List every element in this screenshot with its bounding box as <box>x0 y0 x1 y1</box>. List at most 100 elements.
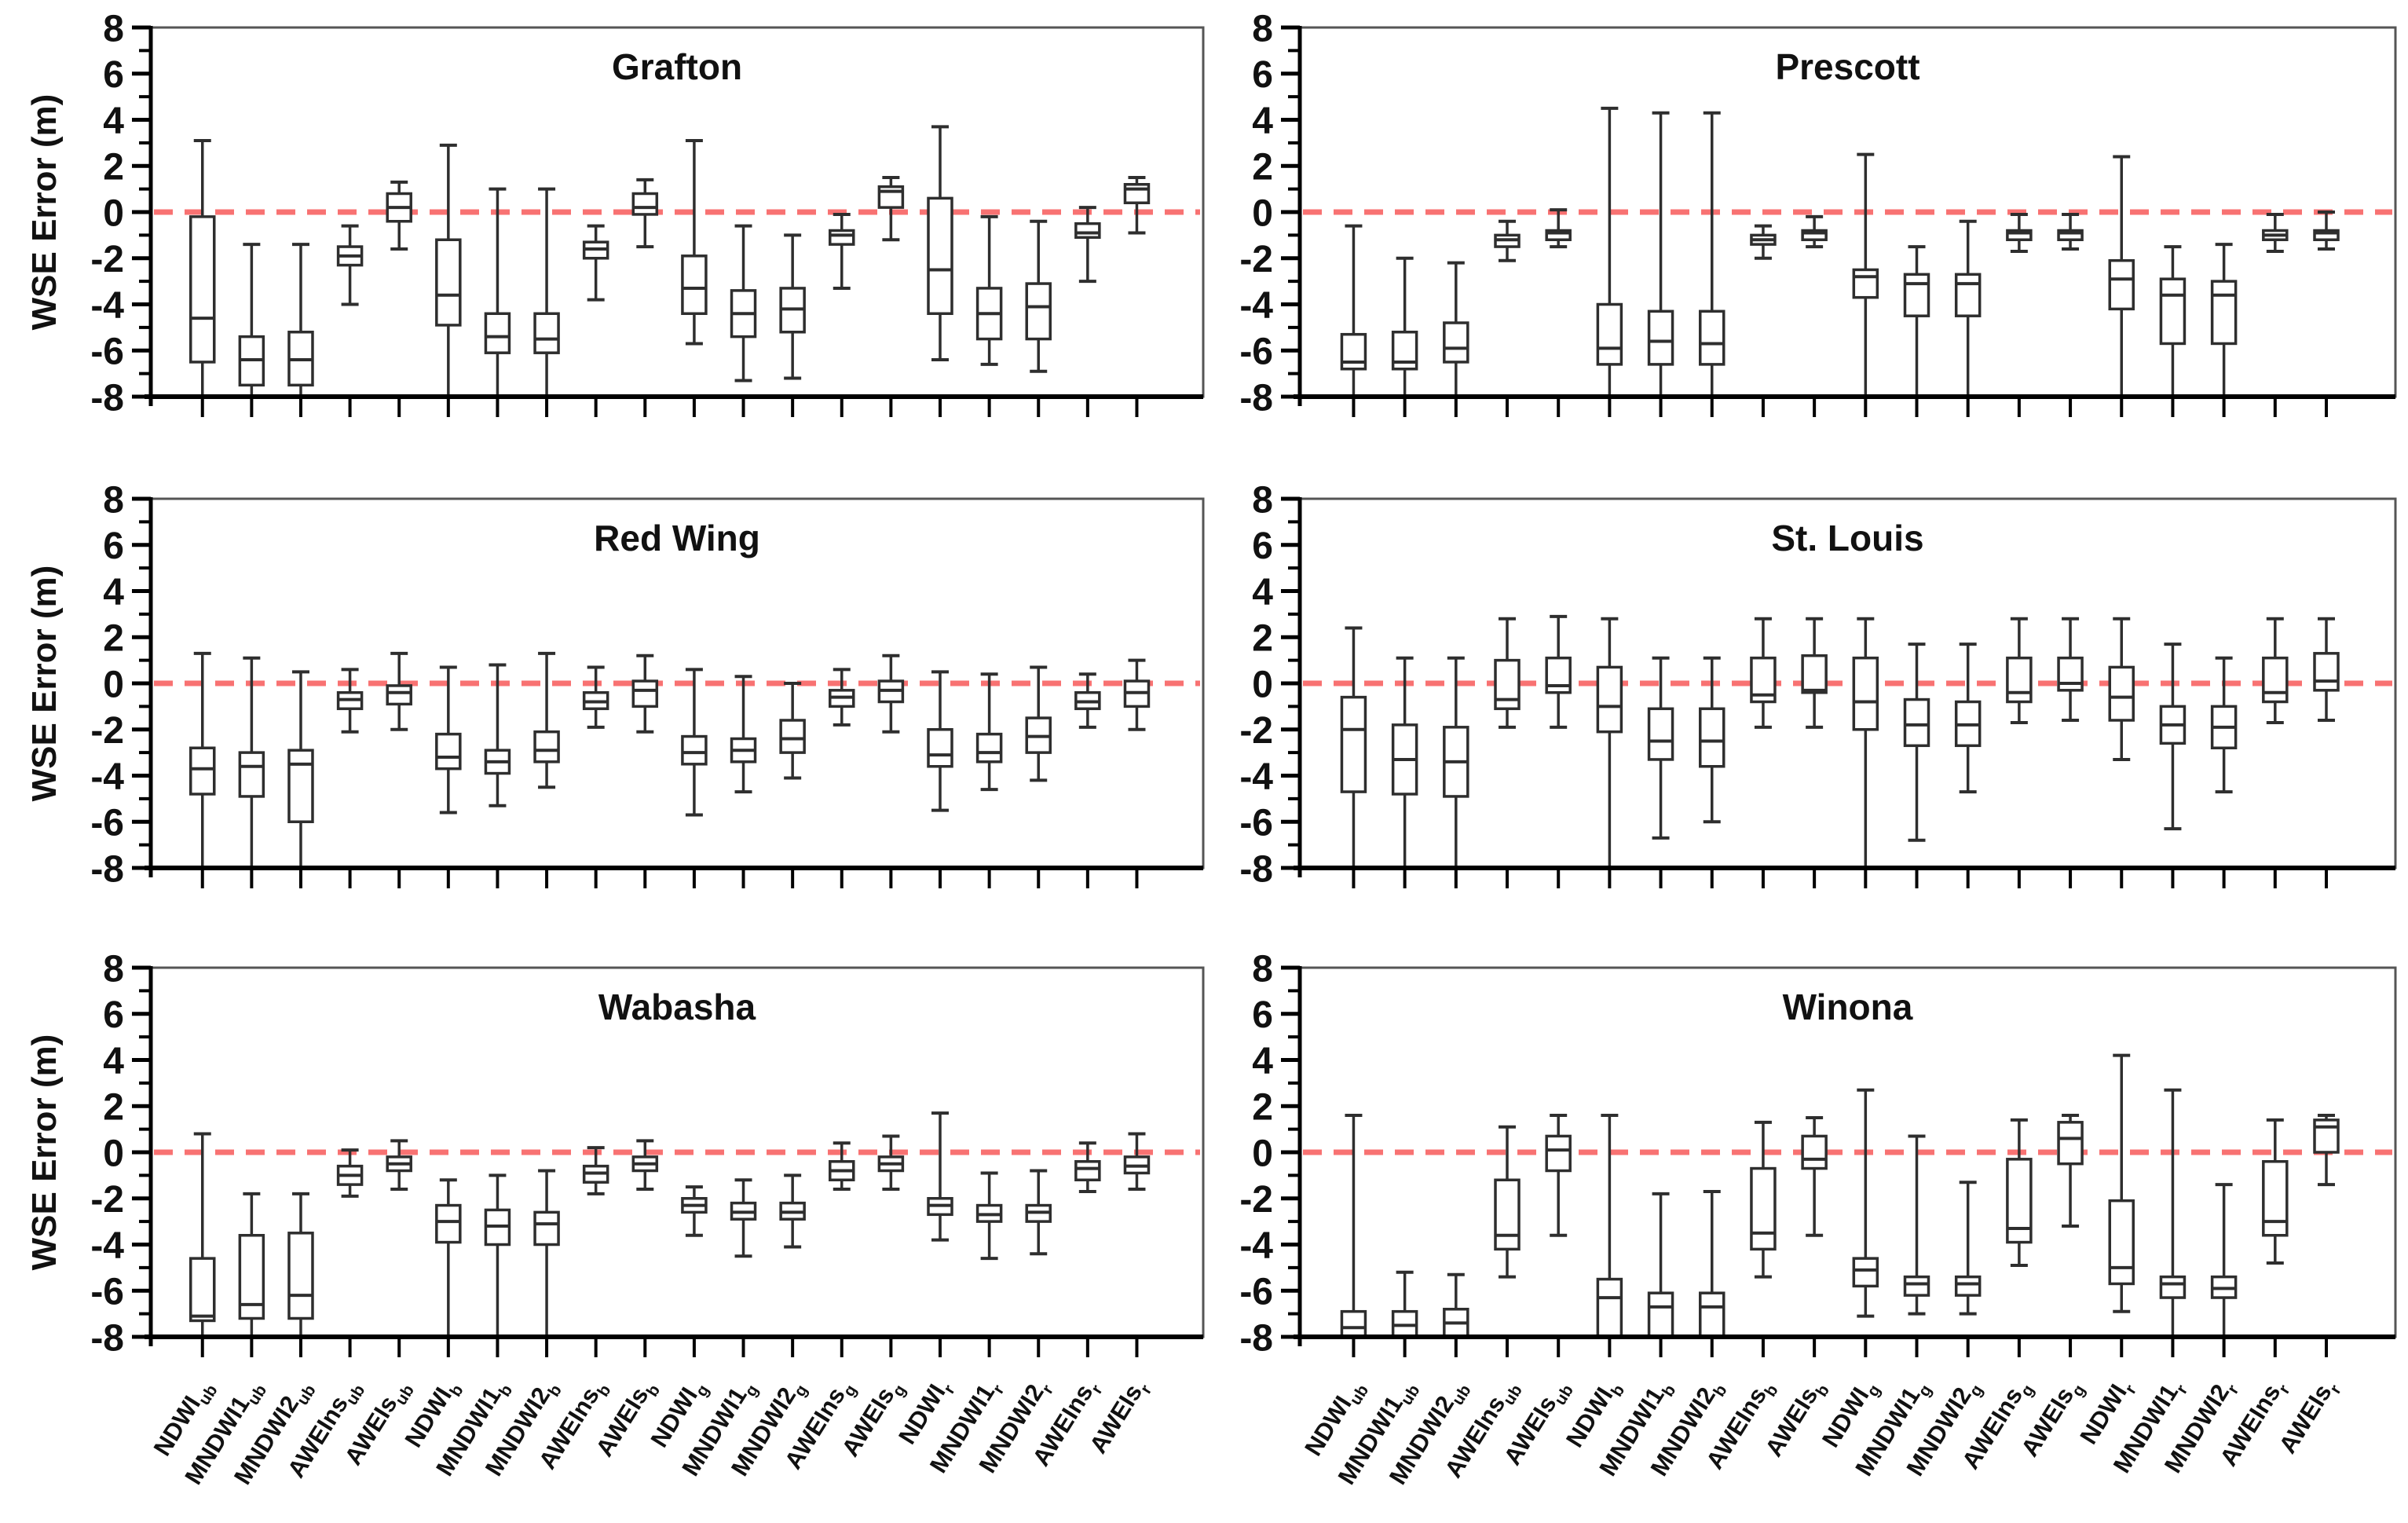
boxplot-AWEIns-g <box>829 212 855 290</box>
boxplot-AWEIs-ub <box>386 1139 412 1191</box>
boxplot-MNDWI1-g <box>1903 643 1930 842</box>
y-tick-label: 4 <box>1252 572 1273 613</box>
y-tick-label: 8 <box>103 8 124 49</box>
boxplot-MNDWI1-g <box>730 224 757 383</box>
boxplot-AWEIs-g <box>2057 212 2084 251</box>
boxplot-MNDWI2-r <box>1025 1169 1052 1256</box>
boxplot-MNDWI1-ub <box>1391 256 1418 397</box>
boxplot-AWEIs-b <box>631 1139 659 1191</box>
boxplot-AWEIs-ub <box>1545 614 1572 729</box>
boxplot-MNDWI1-r <box>975 214 1003 366</box>
panel-title-redwing: Red Wing <box>594 518 760 558</box>
boxplot-AWEIns-r <box>2262 617 2289 724</box>
boxplot-AWEIs-g <box>877 653 905 734</box>
boxplot-MNDWI1-ub <box>1391 1270 1418 1338</box>
boxplot-AWEIns-r <box>1074 206 1101 284</box>
y-tick-label: 2 <box>103 1087 124 1129</box>
panel-winona: -8-6 -4-2 02 4 68 NDWIubMNDWI1ubMNDWI2ubAWEIn… <box>1239 948 2397 1492</box>
boxplot-MNDWI1-ub <box>238 1192 265 1337</box>
boxplot-AWEIs-ub <box>386 651 412 731</box>
boxplot-NDWI-b <box>435 1178 462 1337</box>
panel-title-grafton: Grafton <box>611 46 743 87</box>
y-tick-label: -6 <box>1239 1272 1273 1313</box>
boxplot-NDWI-ub <box>188 138 216 397</box>
boxplot-MNDWI2-b <box>533 187 560 397</box>
boxplot-NDWI-r <box>2108 1053 2135 1313</box>
x-axis <box>200 868 1139 888</box>
y-tick-label: -8 <box>1239 1317 1273 1359</box>
y-tick-label: -6 <box>90 803 124 844</box>
y-axis-label: WSE Error (m) <box>25 93 64 331</box>
y-tick-label: -2 <box>90 710 124 752</box>
boxplot-AWEIns-ub <box>336 224 364 306</box>
boxplot-MNDWI1-b <box>1647 656 1674 840</box>
y-tick-label: -6 <box>1239 803 1273 844</box>
boxplot-AWEIns-b <box>1750 1120 1777 1279</box>
x-axis <box>1352 868 2328 888</box>
boxplot-NDWI-ub <box>1340 626 1367 868</box>
boxplot-NDWI-g <box>681 138 708 346</box>
boxplot-NDWI-g <box>1852 1088 1879 1318</box>
x-axis: NDWIubMNDWI1ubMNDWI2ubAWEInsubAWEIsubNDW… <box>148 1337 1155 1492</box>
boxplot-MNDWI1-r <box>975 1171 1003 1261</box>
boxplot-AWEIns-b <box>582 224 609 302</box>
boxplot-MNDWI2-g <box>779 1173 806 1249</box>
boxplot-AWEIns-ub <box>1494 219 1521 262</box>
boxplot-NDWI-ub <box>1340 224 1367 397</box>
y-tick-label: 8 <box>103 479 124 521</box>
boxplot-MNDWI1-r <box>2159 1088 2187 1337</box>
boxplot-MNDWI2-r <box>2210 243 2238 397</box>
y-tick-label: 8 <box>1252 8 1273 49</box>
y-tick-label: -6 <box>90 1272 124 1313</box>
y-tick-label: -2 <box>1239 710 1273 752</box>
y-tick-label: -8 <box>90 1317 124 1359</box>
boxplot-NDWI-r <box>927 670 953 812</box>
boxplot-MNDWI2-b <box>533 651 560 789</box>
boxplot-MNDWI1-b <box>484 1173 511 1337</box>
y-axis-label: WSE Error (m) <box>25 1034 64 1271</box>
panel-title-winona: Winona <box>1782 987 1913 1027</box>
boxplot-AWEIs-ub <box>386 180 412 251</box>
boxplot-AWEIs-b <box>1801 617 1828 729</box>
boxplot-AWEIns-b <box>1750 224 1777 260</box>
y-tick-label: 4 <box>1252 1041 1273 1082</box>
boxplot-MNDWI2-g <box>1954 219 1982 397</box>
boxplot-MNDWI1-ub <box>238 243 265 397</box>
boxplot-MNDWI2-g <box>1954 643 1982 794</box>
boxplot-AWEIs-b <box>631 653 659 734</box>
boxplot-MNDWI1-ub <box>238 656 265 868</box>
y-tick-label: 0 <box>1252 664 1273 705</box>
x-axis <box>200 397 1139 417</box>
y-tick-label: -2 <box>90 239 124 280</box>
boxplot-MNDWI1-b <box>484 187 511 397</box>
y-tick-label: -4 <box>90 1225 124 1267</box>
boxplot-NDWI-ub <box>1340 1114 1367 1338</box>
y-tick-label: -6 <box>90 331 124 373</box>
boxplot-AWEIns-g <box>2006 1118 2033 1267</box>
y-tick-label: -4 <box>1239 756 1273 798</box>
boxplot-AWEIns-ub <box>1494 1125 1521 1279</box>
boxplot-MNDWI1-b <box>1647 111 1674 397</box>
boxplot-AWEIs-r <box>2313 1114 2340 1187</box>
boxplot-MNDWI1-r <box>2159 245 2187 397</box>
boxplot-NDWI-g <box>681 668 708 817</box>
y-tick-label: 6 <box>1252 525 1273 567</box>
y-tick-label: -2 <box>1239 1179 1273 1221</box>
y-tick-label: 8 <box>1252 948 1273 990</box>
panel-grafton: -8-6-4 -2 02 4 6 8 <box>90 8 1205 419</box>
y-tick-label: 4 <box>1252 101 1273 142</box>
boxplot-NDWI-g <box>1852 617 1879 868</box>
boxplot-AWEIs-ub <box>1545 208 1572 249</box>
boxplot-MNDWI2-g <box>1954 1181 1982 1316</box>
boxplot-MNDWI1-g <box>1903 1134 1930 1316</box>
y-tick-label: -8 <box>90 848 124 890</box>
y-tick-label: -2 <box>1239 239 1273 280</box>
panel-title-prescott: Prescott <box>1775 46 1920 87</box>
x-axis: NDWIubMNDWI1ubMNDWI2ubAWEInsubAWEIsubNDW… <box>1299 1337 2345 1492</box>
boxplot-NDWI-b <box>1596 617 1623 868</box>
